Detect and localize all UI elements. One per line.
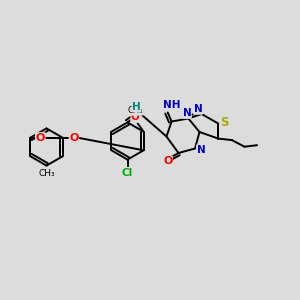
Text: N: N: [182, 108, 191, 118]
Text: O: O: [163, 156, 172, 167]
Text: O: O: [69, 133, 79, 143]
Text: O: O: [131, 112, 140, 122]
Text: CH₃: CH₃: [38, 169, 55, 178]
Text: NH: NH: [163, 100, 180, 110]
Text: CH₃: CH₃: [128, 106, 143, 115]
Text: Cl: Cl: [122, 167, 133, 178]
Text: O: O: [36, 133, 45, 143]
Text: S: S: [220, 116, 229, 129]
Text: N: N: [194, 104, 202, 114]
Text: H: H: [132, 102, 141, 112]
Text: N: N: [196, 145, 206, 155]
